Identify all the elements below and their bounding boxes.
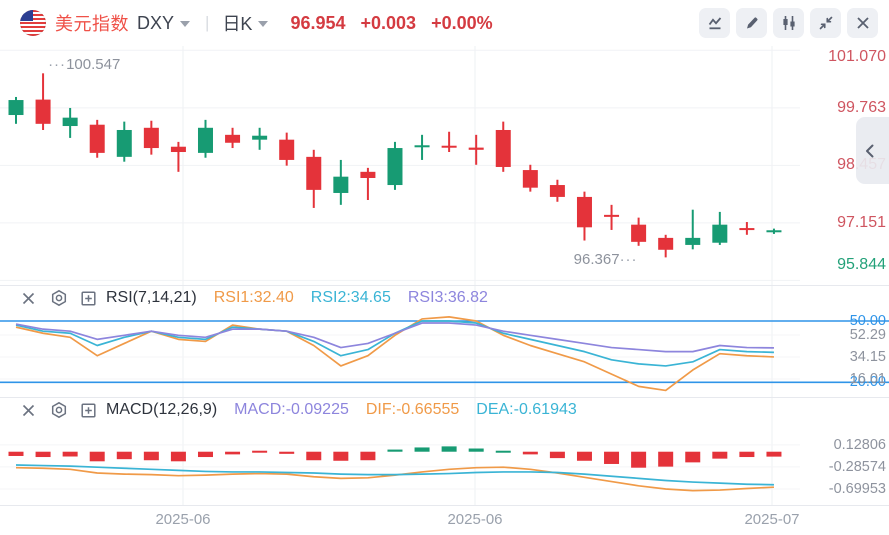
close-icon [856, 17, 869, 29]
settings-icon[interactable] [49, 289, 68, 308]
macd-value: MACD:-0.09225 [234, 401, 349, 418]
collapse-icon [819, 16, 832, 30]
collapse-button[interactable] [810, 8, 841, 38]
price-change-pct: +0.00% [431, 12, 493, 33]
macd-title: MACD(12,26,9) [106, 401, 218, 418]
panel-collapse-toggle[interactable] [856, 117, 889, 184]
header-separator: | [205, 13, 210, 32]
symbol-name: 美元指数 [55, 14, 129, 34]
rsi1-value: RSI1:32.40 [213, 289, 294, 306]
rsi-panel-header: RSI(7,14,21) RSI1:32.40 RSI2:34.65 RSI3:… [0, 285, 800, 311]
draw-pencil-button[interactable] [736, 8, 767, 38]
candlestick-button[interactable] [773, 8, 804, 38]
last-price: 96.954 [290, 12, 346, 33]
quote-values: 96.954 +0.003 +0.00% [290, 13, 507, 34]
period-selector[interactable]: 日K [222, 10, 269, 36]
draw-pencil-icon [746, 17, 758, 29]
chevron-down-icon [180, 21, 191, 27]
period-label: 日K [222, 14, 253, 34]
chevron-down-icon [258, 21, 269, 27]
close-icon[interactable] [19, 401, 38, 420]
candlestick-icon [782, 16, 795, 30]
macd-panel-header: MACD(12,26,9) MACD:-0.09225 DIF:-0.66555… [0, 397, 800, 423]
rsi-panel-controls [19, 289, 109, 308]
settings-icon[interactable] [49, 401, 68, 420]
chart-header: 美元指数 DXY | 日K 96.954 +0.003 +0.00% [0, 0, 889, 46]
chevron-left-icon [866, 144, 874, 157]
close-button[interactable] [847, 8, 878, 38]
close-icon[interactable] [19, 289, 38, 308]
dif-value: DIF:-0.66555 [365, 401, 460, 418]
symbol-code: DXY [137, 12, 175, 33]
rsi3-value: RSI3:36.82 [407, 289, 488, 306]
price-change: +0.003 [360, 12, 417, 33]
expand-icon[interactable] [79, 401, 98, 420]
us-flag-icon [20, 10, 46, 36]
indicator-line-icon [708, 17, 721, 30]
macd-panel-controls [19, 401, 109, 420]
chart-toolbar [693, 8, 878, 38]
symbol-selector[interactable]: DXY [129, 12, 191, 34]
dea-value: DEA:-0.61943 [476, 401, 577, 418]
expand-icon[interactable] [79, 289, 98, 308]
rsi-title: RSI(7,14,21) [106, 289, 197, 306]
rsi2-value: RSI2:34.65 [310, 289, 391, 306]
indicator-line-button[interactable] [699, 8, 730, 38]
